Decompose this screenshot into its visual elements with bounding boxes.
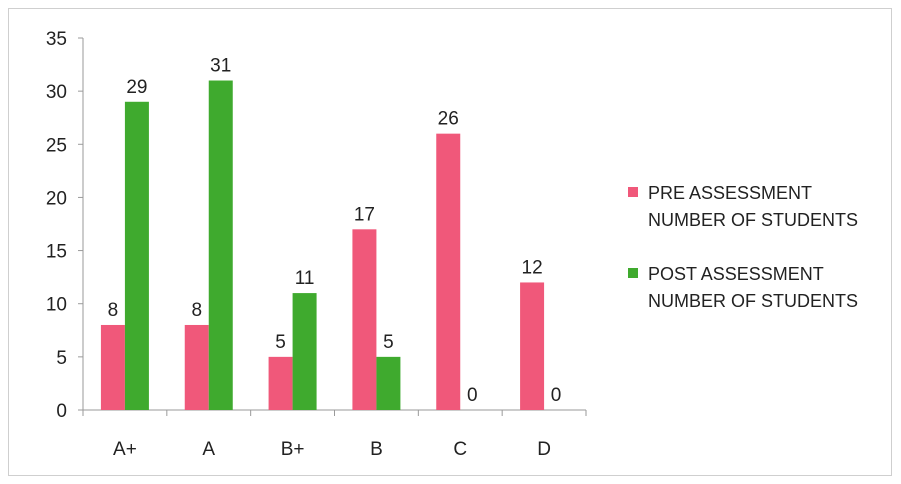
chart-axes: 0 5 10 15 20 25 30 35 A+ A B+ B C D xyxy=(46,29,587,460)
data-label: 8 xyxy=(191,300,202,321)
x-tick-label: D xyxy=(537,439,551,460)
y-tick-label: 15 xyxy=(46,242,67,263)
data-label: 5 xyxy=(383,332,394,353)
y-tick-label: 35 xyxy=(46,29,67,50)
data-label: 29 xyxy=(126,77,147,98)
data-label: 0 xyxy=(467,385,478,406)
x-tick-label: C xyxy=(453,439,467,460)
legend-swatch xyxy=(628,187,638,197)
bar xyxy=(184,324,209,410)
bar xyxy=(100,324,125,410)
data-label: 0 xyxy=(551,385,562,406)
bar xyxy=(124,101,149,411)
bar xyxy=(376,356,401,410)
x-tick-label: A+ xyxy=(113,439,137,460)
y-tick-label: 25 xyxy=(46,135,67,156)
y-tick-label: 30 xyxy=(46,82,67,103)
legend-label: NUMBER OF STUDENTS xyxy=(648,291,858,311)
bar xyxy=(268,356,293,410)
bar xyxy=(208,80,233,410)
legend-label: PRE ASSESSMENT xyxy=(648,183,812,203)
legend-label: POST ASSESSMENT xyxy=(648,264,824,284)
data-label: 8 xyxy=(108,300,119,321)
legend-swatch xyxy=(628,268,638,278)
bar xyxy=(352,229,377,410)
y-tick-label: 20 xyxy=(46,188,67,209)
data-label: 12 xyxy=(522,257,543,278)
data-label: 31 xyxy=(210,56,231,77)
data-label: 17 xyxy=(354,204,375,225)
data-label: 26 xyxy=(438,109,459,130)
bar xyxy=(292,293,317,410)
y-tick-label: 0 xyxy=(56,401,67,422)
data-label: 11 xyxy=(295,268,315,289)
y-tick-label: 10 xyxy=(46,295,67,316)
bar xyxy=(436,133,461,410)
bar xyxy=(520,282,545,410)
chart-data-labels: 8 29 8 31 5 11 17 5 26 0 12 0 xyxy=(108,56,562,406)
x-tick-label: B xyxy=(370,439,383,460)
x-tick-label: A xyxy=(202,439,215,460)
x-tick-label: B+ xyxy=(281,439,305,460)
legend-label: NUMBER OF STUDENTS xyxy=(648,210,858,230)
chart-legend: PRE ASSESSMENT NUMBER OF STUDENTS POST ASS… xyxy=(628,183,858,311)
chart-bars xyxy=(100,80,545,411)
data-label: 5 xyxy=(275,332,286,353)
y-tick-label: 5 xyxy=(56,348,67,369)
